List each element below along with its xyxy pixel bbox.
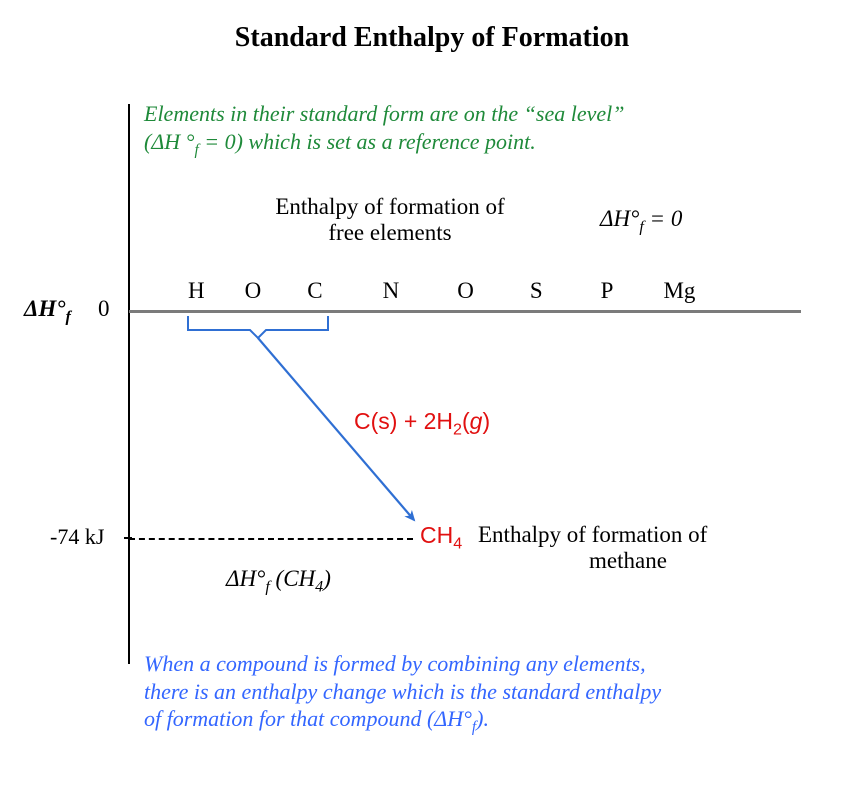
blue-line3-dh: ΔH° — [434, 706, 472, 731]
lower-dashed-line — [129, 538, 413, 540]
element-symbol: O — [457, 278, 474, 304]
axis-sub: f — [66, 309, 71, 326]
rxn-g: g — [470, 408, 483, 434]
dhf0-suffix: = 0 — [644, 206, 683, 231]
rxn-before: C(s) + 2H — [354, 408, 453, 434]
dhf0-prefix: ΔH° — [600, 206, 639, 231]
dhfch4-sub2: 4 — [315, 579, 323, 596]
free-elements-heading: Enthalpy of formation of free elements — [240, 194, 540, 246]
blue-line3-prefix: of formation for that compound ( — [144, 706, 434, 731]
bracket-icon — [188, 316, 328, 338]
zero-tick-label: 0 — [98, 296, 110, 322]
ch4-label: CH4 — [420, 522, 462, 549]
rxn-sub: 2 — [453, 421, 462, 439]
element-symbol: S — [530, 278, 543, 304]
reaction-equation: C(s) + 2H2(g) — [354, 408, 490, 435]
dhfch4-mid: (CH — [270, 566, 315, 591]
dhfch4-prefix: ΔH° — [226, 566, 265, 591]
axis-dh: ΔH° — [24, 296, 66, 321]
rxn-open: ( — [462, 408, 470, 434]
methane-heading: Enthalpy of formation of methane — [478, 522, 778, 574]
ch4-before: CH — [420, 522, 453, 548]
element-symbol: Mg — [663, 278, 695, 304]
green-line1: Elements in their standard form are on t… — [144, 101, 625, 126]
dhf-equals-zero: ΔH°f = 0 — [600, 206, 682, 232]
free-el-line2: free elements — [328, 220, 451, 245]
minus74-tick-label: -74 kJ — [50, 524, 104, 550]
y-axis-label: ΔH°f — [24, 296, 71, 322]
meth-line1: Enthalpy of formation of — [478, 522, 707, 547]
element-symbol: C — [307, 278, 322, 304]
blue-line2: there is an enthalpy change which is the… — [144, 679, 661, 704]
dhfch4-suffix: ) — [323, 566, 331, 591]
dhf-ch4-label: ΔH°f (CH4) — [226, 566, 331, 592]
blue-line1: When a compound is formed by combining a… — [144, 651, 646, 676]
elements-row: H O C N O S P Mg — [188, 278, 695, 304]
element-symbol: P — [601, 278, 614, 304]
ch4-sub: 4 — [453, 535, 462, 553]
meth-line2: methane — [478, 548, 778, 574]
element-symbol: N — [383, 278, 400, 304]
green-annotation: Elements in their standard form are on t… — [144, 100, 784, 155]
green-line2-suffix: = 0) which is set as a reference point. — [199, 129, 536, 154]
sea-level-line — [129, 310, 801, 313]
blue-line3-suffix: ). — [476, 706, 489, 731]
page-title: Standard Enthalpy of Formation — [0, 22, 864, 54]
element-symbol: H — [188, 278, 205, 304]
green-line2-dh: ΔH ° — [151, 129, 194, 154]
blue-annotation: When a compound is formed by combining a… — [144, 650, 804, 733]
rxn-close: ) — [482, 408, 490, 434]
free-el-line1: Enthalpy of formation of — [275, 194, 504, 219]
y-axis-line — [128, 104, 130, 664]
enthalpy-diagram: Standard Enthalpy of Formation Elements … — [0, 0, 864, 792]
element-symbol: O — [245, 278, 262, 304]
